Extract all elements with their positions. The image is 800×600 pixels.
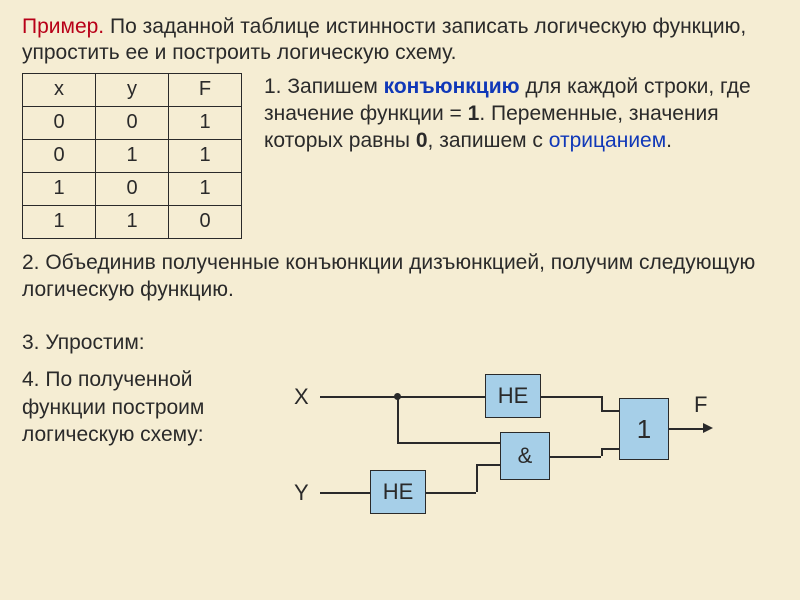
title-rest: По заданной таблице истинности записать … bbox=[22, 15, 746, 64]
kw-zero: 0 bbox=[416, 129, 428, 152]
th-x: x bbox=[23, 73, 96, 106]
label-f: F bbox=[694, 392, 707, 418]
truth-table: x y F 0 0 1 0 1 1 1 0 1 1 1 0 bbox=[22, 73, 242, 239]
kw-negation: отрицанием bbox=[549, 129, 666, 152]
title-keyword: Пример. bbox=[22, 15, 104, 38]
gate-not-top: НЕ bbox=[485, 374, 541, 418]
step4-text: 4. По полученной функции построим логиче… bbox=[22, 366, 272, 448]
step1-text: 1. Запишем конъюнкцию для каждой строки,… bbox=[264, 73, 778, 155]
th-y: y bbox=[96, 73, 169, 106]
title-paragraph: Пример. По заданной таблице истинности з… bbox=[22, 14, 778, 67]
wire bbox=[320, 396, 485, 398]
table-header-row: x y F bbox=[23, 73, 242, 106]
gate-or: 1 bbox=[619, 398, 669, 460]
output-arrow-icon bbox=[703, 423, 713, 433]
label-y: Y bbox=[294, 480, 309, 506]
label-x: X bbox=[294, 384, 309, 410]
gate-not-bottom: НЕ bbox=[370, 470, 426, 514]
th-f: F bbox=[169, 73, 242, 106]
kw-conjunction: конъюнкцию bbox=[384, 75, 520, 98]
wire bbox=[320, 492, 370, 494]
logic-diagram: X Y F НЕ НЕ & bbox=[290, 362, 720, 522]
gate-and: & bbox=[500, 432, 550, 480]
table-row: 1 1 0 bbox=[23, 205, 242, 238]
table-row: 0 1 1 bbox=[23, 139, 242, 172]
table-row: 0 0 1 bbox=[23, 106, 242, 139]
table-row: 1 0 1 bbox=[23, 172, 242, 205]
step2-text: 2. Объединив полученные конъюнкции дизъю… bbox=[22, 249, 778, 304]
step3-text: 3. Упростим: bbox=[22, 329, 778, 356]
kw-one: 1 bbox=[468, 102, 480, 125]
